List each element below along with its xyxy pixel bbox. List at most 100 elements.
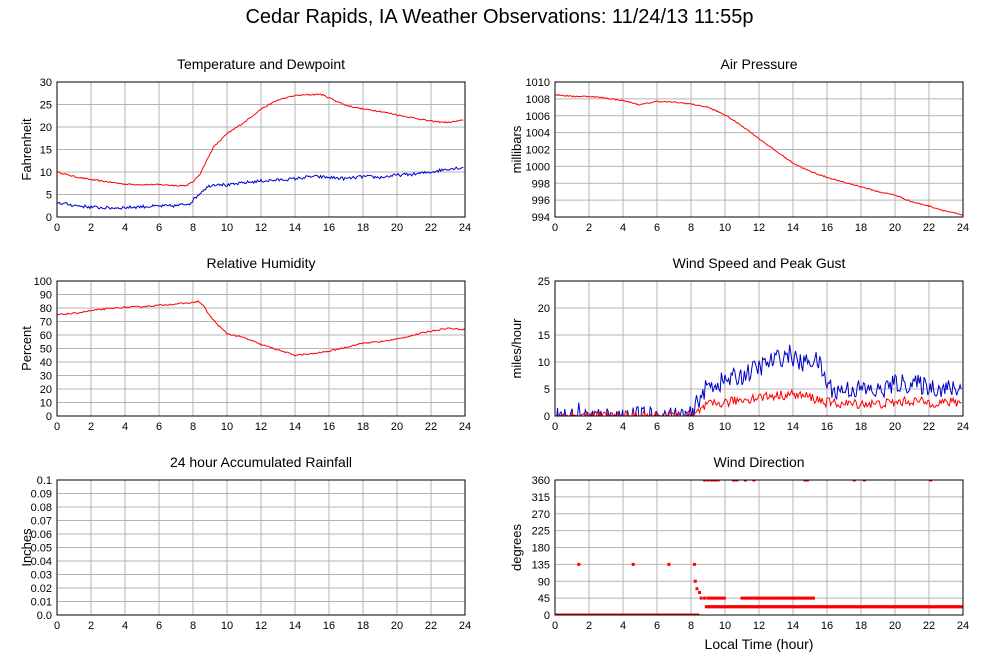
- relative-humidity-ytick-label: 40: [40, 357, 52, 369]
- air-pressure-xtick-label: 2: [586, 222, 592, 234]
- wind-speed-gust-xtick-label: 14: [787, 421, 799, 433]
- wind-direction-point: [645, 613, 649, 615]
- accumulated-rainfall-ytick-label: 0.09: [31, 489, 52, 501]
- wind-speed-gust-ytick-label: 5: [544, 384, 550, 396]
- air-pressure-xtick-label: 0: [552, 222, 558, 234]
- temperature-dewpoint-ytick-label: 10: [40, 167, 52, 179]
- temperature-dewpoint-xtick-label: 16: [323, 222, 335, 234]
- wind-direction-point: [684, 613, 688, 615]
- page-title: Cedar Rapids, IA Weather Observations: 1…: [245, 6, 754, 28]
- wind-direction-point: [657, 613, 661, 615]
- air-pressure-xtick-label: 18: [855, 222, 867, 234]
- wind-direction-point: [797, 596, 801, 600]
- wind-direction-point: [681, 613, 684, 615]
- wind-direction-point: [584, 613, 588, 615]
- wind-speed-gust-xtick-label: 18: [855, 421, 867, 433]
- wind-direction-point: [618, 613, 622, 615]
- wind-direction-point: [623, 613, 627, 615]
- wind-direction-point: [799, 596, 803, 600]
- wind-direction-ytick-label: 315: [532, 492, 550, 504]
- wind-direction-point: [669, 613, 673, 615]
- wind-direction-point: [616, 613, 620, 615]
- wind-direction-title: Wind Direction: [713, 454, 804, 470]
- wind-speed-gust-frame: [554, 280, 964, 417]
- wind-direction-point: [664, 613, 667, 615]
- relative-humidity-xtick-label: 8: [190, 421, 196, 433]
- wind-direction-point: [852, 480, 856, 482]
- wind-direction-point: [563, 613, 567, 615]
- accumulated-rainfall-xtick-label: 16: [323, 620, 335, 632]
- temperature-dewpoint-xtick-label: 4: [122, 222, 128, 234]
- wind-direction-ytick-label: 90: [538, 576, 550, 588]
- relative-humidity-xtick-label: 16: [323, 421, 335, 433]
- wind-direction-point: [556, 613, 560, 615]
- wind-direction-ytick-label: 45: [538, 593, 550, 605]
- relative-humidity-ytick-label: 0: [46, 411, 52, 423]
- wind-direction-point: [783, 596, 787, 600]
- wind-speed-gust-xtick-label: 10: [719, 421, 731, 433]
- wind-direction-point: [703, 480, 707, 482]
- air-pressure-ytick-label: 1010: [526, 77, 550, 89]
- relative-humidity-ylabel: Percent: [19, 326, 34, 371]
- wind-direction-point: [606, 613, 610, 615]
- wind-direction-point: [805, 480, 809, 482]
- wind-direction-point: [640, 613, 644, 615]
- accumulated-rainfall-xtick-label: 6: [156, 620, 162, 632]
- wind-direction-point: [653, 613, 657, 615]
- temperature-dewpoint-frame: [56, 81, 466, 218]
- wind-direction-xtick-label: 22: [923, 620, 935, 632]
- wind-direction-xtick-label: 6: [654, 620, 660, 632]
- wind-direction-point: [558, 613, 562, 615]
- wind-direction-point: [599, 613, 603, 615]
- wind-speed-gust-xtick-label: 4: [620, 421, 626, 433]
- wind-direction-point: [754, 596, 758, 600]
- wind-direction-xtick-label: 8: [688, 620, 694, 632]
- wind-direction-point: [570, 613, 574, 615]
- temperature-dewpoint-ytick-label: 20: [40, 122, 52, 134]
- accumulated-rainfall-xtick-label: 24: [459, 620, 471, 632]
- wind-direction-point: [652, 613, 656, 615]
- wind-direction-point: [732, 480, 735, 482]
- relative-humidity-xtick-label: 22: [425, 421, 437, 433]
- wind-direction-point: [585, 613, 589, 615]
- relative-humidity-series-0: [57, 300, 465, 357]
- wind-direction-point: [779, 596, 783, 600]
- wind-direction-point: [635, 613, 639, 615]
- wind-direction-xtick-label: 10: [719, 620, 731, 632]
- air-pressure-ylabel: millibars: [509, 125, 524, 173]
- temperature-dewpoint-ytick-label: 5: [46, 190, 52, 202]
- wind-direction-point: [706, 480, 710, 482]
- wind-speed-gust-xtick-label: 6: [654, 421, 660, 433]
- wind-speed-gust-xtick-label: 24: [957, 421, 969, 433]
- relative-humidity-xtick-label: 4: [122, 421, 128, 433]
- wind-direction-point: [670, 613, 674, 615]
- wind-direction-point: [674, 613, 678, 615]
- wind-direction-point: [756, 596, 760, 600]
- wind-direction-point: [575, 613, 579, 615]
- wind-direction-point: [686, 613, 690, 615]
- temperature-dewpoint-series-1: [57, 166, 464, 210]
- wind-direction-point: [769, 596, 773, 600]
- wind-direction-xtick-label: 2: [586, 620, 592, 632]
- air-pressure-xtick-label: 6: [654, 222, 660, 234]
- wind-direction-point: [711, 596, 715, 600]
- wind-direction-point: [560, 613, 564, 615]
- wind-direction-point: [582, 613, 586, 615]
- wind-direction-point: [706, 596, 710, 600]
- wind-direction-point: [655, 613, 659, 615]
- accumulated-rainfall-frame: [56, 479, 466, 616]
- wind-direction-xtick-label: 14: [787, 620, 799, 632]
- wind-direction-ytick-label: 225: [532, 526, 550, 538]
- temperature-dewpoint-xtick-label: 10: [221, 222, 233, 234]
- wind-direction-point: [694, 613, 698, 615]
- temperature-dewpoint-ytick-label: 0: [46, 212, 52, 224]
- wind-direction-point: [777, 596, 781, 600]
- air-pressure-ytick-label: 996: [532, 195, 550, 207]
- air-pressure-xtick-label: 8: [688, 222, 694, 234]
- accumulated-rainfall-xtick-label: 12: [255, 620, 267, 632]
- wind-direction-point: [579, 613, 582, 615]
- wind-direction-point: [647, 613, 650, 615]
- wind-direction-point: [698, 591, 701, 594]
- wind-direction-ytick-label: 0: [544, 610, 550, 622]
